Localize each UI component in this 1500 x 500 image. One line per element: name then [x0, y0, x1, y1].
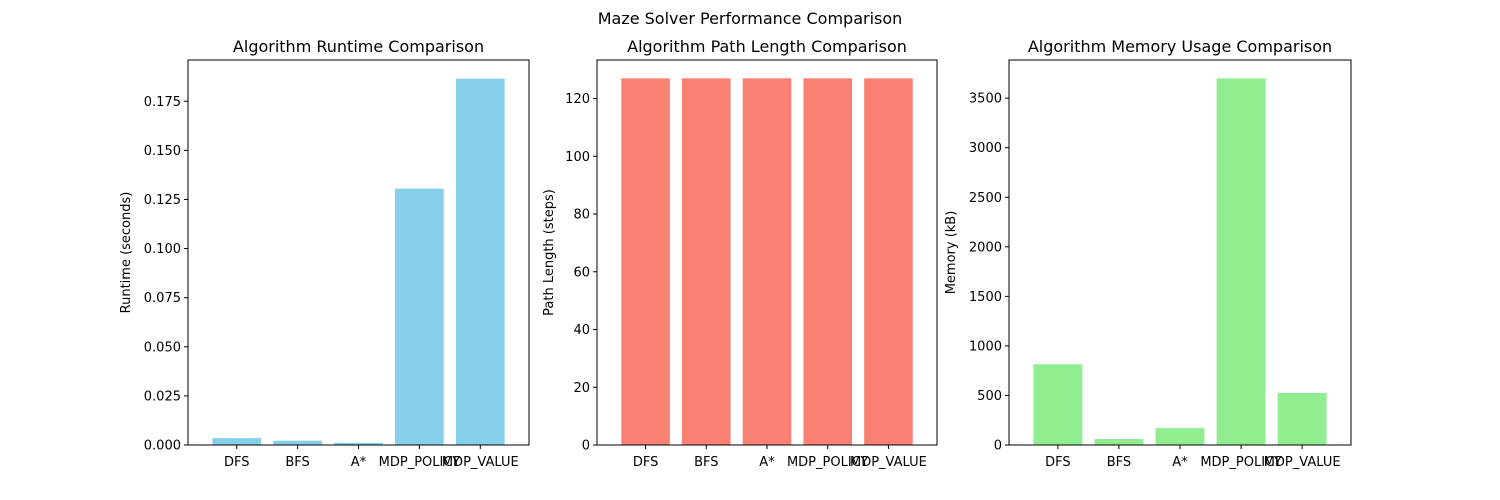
subplot-title-memory: Algorithm Memory Usage Comparison — [1028, 37, 1332, 56]
figure-suptitle: Maze Solver Performance Comparison — [598, 9, 903, 28]
bar-runtime-3 — [395, 188, 444, 445]
xtick-label-memory-3: MDP_POLICY — [1200, 455, 1282, 470]
ytick-label-path-length-5: 100 — [565, 150, 590, 165]
ytick-label-runtime-2: 0.050 — [144, 340, 181, 355]
ytick-label-path-length-0: 0 — [582, 439, 590, 454]
subplots: DFS BFS A* MDP_POLICYMDP_VALUE0.0000.0250.0… — [119, 37, 1352, 470]
ylabel-path-length: Path Length (steps) — [542, 189, 557, 316]
bar-memory-3 — [1216, 78, 1266, 445]
ytick-label-runtime-0: 0.000 — [144, 439, 181, 454]
xtick-label-path-length-4: MDP_VALUE — [850, 455, 927, 470]
bar-path-length-2 — [742, 78, 792, 445]
bar-memory-0 — [1033, 364, 1083, 445]
ytick-label-runtime-6: 0.150 — [144, 144, 181, 159]
subplot-title-runtime: Algorithm Runtime Comparison — [233, 37, 484, 56]
bar-runtime-1 — [273, 440, 322, 445]
ytick-label-runtime-7: 0.175 — [144, 95, 181, 110]
ytick-label-memory-3: 1500 — [969, 290, 1002, 305]
bar-runtime-0 — [212, 438, 262, 446]
xtick-label-runtime-3: MDP_POLICY — [379, 455, 461, 470]
xtick-label-memory-1: BFS — [1107, 455, 1131, 470]
xtick-label-memory-4: MDP_VALUE — [1264, 455, 1341, 470]
ytick-label-path-length-1: 20 — [573, 381, 590, 396]
bar-runtime-2 — [334, 442, 383, 445]
xtick-label-path-length-2: A* — [759, 455, 775, 470]
ytick-label-runtime-1: 0.025 — [144, 389, 181, 404]
ytick-label-memory-0: 0 — [994, 439, 1002, 454]
bar-memory-1 — [1094, 439, 1144, 445]
ytick-label-path-length-4: 80 — [573, 208, 590, 223]
ytick-label-runtime-4: 0.100 — [144, 242, 181, 257]
xtick-label-path-length-3: MDP_POLICY — [787, 455, 869, 470]
ylabel-runtime: Runtime (seconds) — [119, 192, 134, 314]
bar-memory-4 — [1277, 392, 1327, 445]
ytick-label-path-length-2: 40 — [573, 323, 590, 338]
ytick-label-memory-4: 2000 — [969, 240, 1002, 255]
ytick-label-memory-1: 500 — [977, 389, 1002, 404]
ytick-label-memory-7: 3500 — [969, 92, 1002, 107]
xtick-label-path-length-1: BFS — [694, 455, 718, 470]
ylabel-memory: Memory (kB) — [944, 211, 959, 295]
ytick-label-memory-5: 2500 — [969, 191, 1002, 206]
bar-path-length-4 — [864, 78, 913, 445]
bar-path-length-1 — [682, 78, 731, 445]
xtick-label-runtime-1: BFS — [285, 455, 309, 470]
xtick-label-runtime-2: A* — [351, 455, 367, 470]
ytick-label-runtime-5: 0.125 — [144, 193, 181, 208]
xtick-label-runtime-4: MDP_VALUE — [442, 455, 519, 470]
subplot-title-path-length: Algorithm Path Length Comparison — [627, 37, 907, 56]
xtick-label-runtime-0: DFS — [224, 455, 250, 470]
bar-runtime-4 — [455, 78, 505, 445]
xtick-label-path-length-0: DFS — [633, 455, 659, 470]
ytick-label-memory-6: 3000 — [969, 141, 1002, 156]
bar-path-length-0 — [621, 78, 670, 445]
bar-memory-2 — [1155, 428, 1205, 445]
bar-path-length-3 — [803, 78, 852, 445]
xtick-label-memory-0: DFS — [1045, 455, 1071, 470]
ytick-label-runtime-3: 0.075 — [144, 291, 181, 306]
ytick-label-path-length-3: 60 — [573, 265, 590, 280]
xtick-label-memory-2: A* — [1172, 455, 1188, 470]
ytick-label-memory-2: 1000 — [969, 339, 1002, 354]
ytick-label-path-length-6: 120 — [565, 92, 590, 107]
